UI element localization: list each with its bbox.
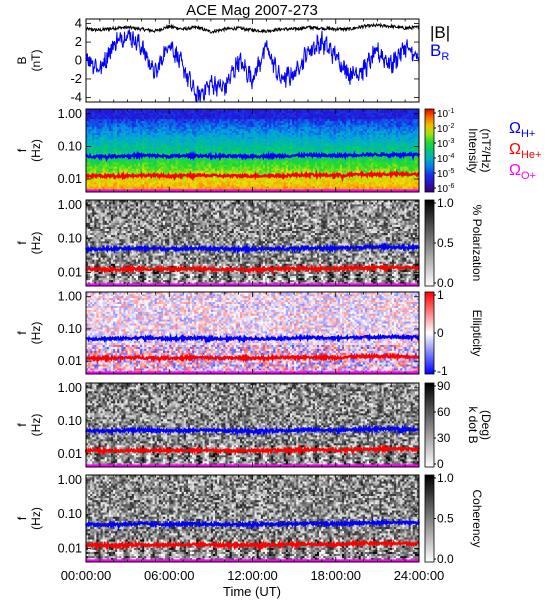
colorbar-tick-label: -1 xyxy=(437,364,448,378)
y-tick-label: 1.00 xyxy=(58,381,82,395)
panel-ellipticity: 1.00 0.10 0.01 f (Hz) 1 0 -1 Ellipticity xyxy=(15,288,484,378)
ellipticity-colorbar xyxy=(425,292,434,374)
figure-title: ACE Mag 2007-273 xyxy=(186,2,318,19)
x-axis: 00:00:00 06:00:00 12:00:00 18:00:00 24:00:00 xyxy=(61,568,445,583)
y-tick-label: 0.01 xyxy=(58,541,82,555)
y-tick-label: -4 xyxy=(70,89,82,104)
panel-kdotb: 1.00 0.10 0.01 f (Hz) 90 60 30 0 k dot B (Deg) xyxy=(15,379,493,471)
svg-text:(nT): (nT) xyxy=(29,50,43,72)
intensity-colorbar xyxy=(425,109,434,192)
colorbar-tick-label: 10-6 xyxy=(437,183,454,195)
panel-coherency-ylabel: f (Hz) xyxy=(15,507,43,530)
y-tick-label: 4 xyxy=(75,16,82,31)
kdotb-colorbar xyxy=(425,383,434,467)
y-tick-label: 0.10 xyxy=(58,139,82,153)
x-axis-label: Time (UT) xyxy=(223,584,281,599)
gyrofrequency-legend: ΩH+ΩHe+ΩO+ xyxy=(509,120,541,182)
panel-intensity-ylabel: f (Hz) xyxy=(15,139,43,162)
x-tick-label: 18:00:00 xyxy=(310,568,361,583)
colorbar-tick-label: 10-4 xyxy=(437,153,454,165)
colorbar-tick-label: 1.0 xyxy=(437,471,454,485)
y-tick-label: 0.01 xyxy=(58,266,82,280)
colorbar-tick-label: 0.5 xyxy=(437,236,454,250)
panel-magnetic-field-ylabel: B (nT) xyxy=(15,50,43,72)
colorbar-tick-label: 10-2 xyxy=(437,123,454,135)
colorbar-tick-label: 10-1 xyxy=(437,108,454,120)
x-tick-label: 00:00:00 xyxy=(61,568,112,583)
colorbar-tick-label: 1 xyxy=(437,288,444,302)
y-tick-label: 0 xyxy=(75,53,82,68)
panel-intensity: 1.00 0.10 0.01 f (Hz) 10-1 10-2 10-3 10-4 10-5 10-… xyxy=(15,107,493,195)
y-tick-label: 0.10 xyxy=(58,322,82,336)
coherency-colorbar xyxy=(425,475,434,562)
y-tick-label: 1.00 xyxy=(58,290,82,304)
y-tick-label: -2 xyxy=(70,71,82,86)
y-tick-label: 0.10 xyxy=(58,507,82,521)
colorbar-tick-label: 0.0 xyxy=(437,552,454,566)
legend-gyro-h: ΩH+ xyxy=(509,120,535,140)
ellipticity-heatmap xyxy=(86,292,419,374)
kdotb-heatmap xyxy=(86,383,419,467)
legend-gyro-o: ΩO+ xyxy=(509,162,536,182)
x-tick-label: 12:00:00 xyxy=(227,568,278,583)
colorbar-tick-label: 0 xyxy=(437,326,444,340)
coherency-colorbar-label: Coherency xyxy=(470,489,484,547)
polarization-colorbar xyxy=(425,200,434,286)
colorbar-tick-label: 1.0 xyxy=(437,196,454,210)
series-line-b-radial xyxy=(86,30,419,103)
panel-kdotb-ylabel: f (Hz) xyxy=(15,414,43,437)
colorbar-tick-label: 10-5 xyxy=(437,168,454,180)
y-tick-label: 1.00 xyxy=(58,473,82,487)
coherency-heatmap xyxy=(86,475,419,562)
svg-text:B: B xyxy=(15,56,29,64)
polarization-colorbar-label: % Polarization xyxy=(470,205,484,282)
y-tick-label: 0.01 xyxy=(58,354,82,368)
legend-b-radial: BR xyxy=(430,41,449,63)
panel-ellipticity-ylabel: f (Hz) xyxy=(15,322,43,345)
y-tick-label: 0.01 xyxy=(58,172,82,186)
colorbar-tick-label: 90 xyxy=(437,379,451,393)
y-tick-label: 0.01 xyxy=(58,447,82,461)
colorbar-tick-label: 0.5 xyxy=(437,512,454,526)
y-tick-label: 2 xyxy=(75,34,82,49)
panel-magnetic-field: 4 2 0 -2 -4 B (nT) |B|BR xyxy=(15,16,450,105)
panel-polarization: 1.000.100.01f (Hz)1.00.50.0% Polarization xyxy=(15,196,484,290)
x-tick-label: 06:00:00 xyxy=(144,568,195,583)
x-tick-label: 24:00:00 xyxy=(394,568,445,583)
legend-gyro-he: ΩHe+ xyxy=(509,141,541,161)
intensity-heatmap xyxy=(86,109,419,192)
ellipticity-colorbar-label: Ellipticity xyxy=(470,310,484,357)
intensity-colorbar-label: Intensity (nT²/Hz) xyxy=(466,128,493,173)
colorbar-tick-label: 30 xyxy=(437,431,451,445)
y-tick-label: 0.10 xyxy=(58,232,82,246)
panel-polarization-ylabel: f (Hz) xyxy=(15,232,43,255)
legend-b-magnitude: |B| xyxy=(430,23,450,42)
panels-group: 420-2-4B (nT)|B|BR1.000.100.01f (Hz)10-110… xyxy=(15,16,541,566)
y-tick-label: 0.10 xyxy=(58,414,82,428)
y-tick-label: 1.00 xyxy=(58,198,82,212)
kdotb-colorbar-label: k dot B (Deg) xyxy=(466,406,493,443)
colorbar-tick-label: 60 xyxy=(437,405,451,419)
colorbar-tick-label: 0 xyxy=(437,457,444,471)
polarization-heatmap xyxy=(86,200,419,286)
series-line-b-magnitude xyxy=(86,24,419,33)
colorbar-tick-label: 10-3 xyxy=(437,138,454,150)
y-tick-label: 1.00 xyxy=(58,107,82,121)
panel-coherency: 1.00 0.10 0.01 f (Hz) 1.0 0.5 0.0 Coherency xyxy=(15,471,484,566)
